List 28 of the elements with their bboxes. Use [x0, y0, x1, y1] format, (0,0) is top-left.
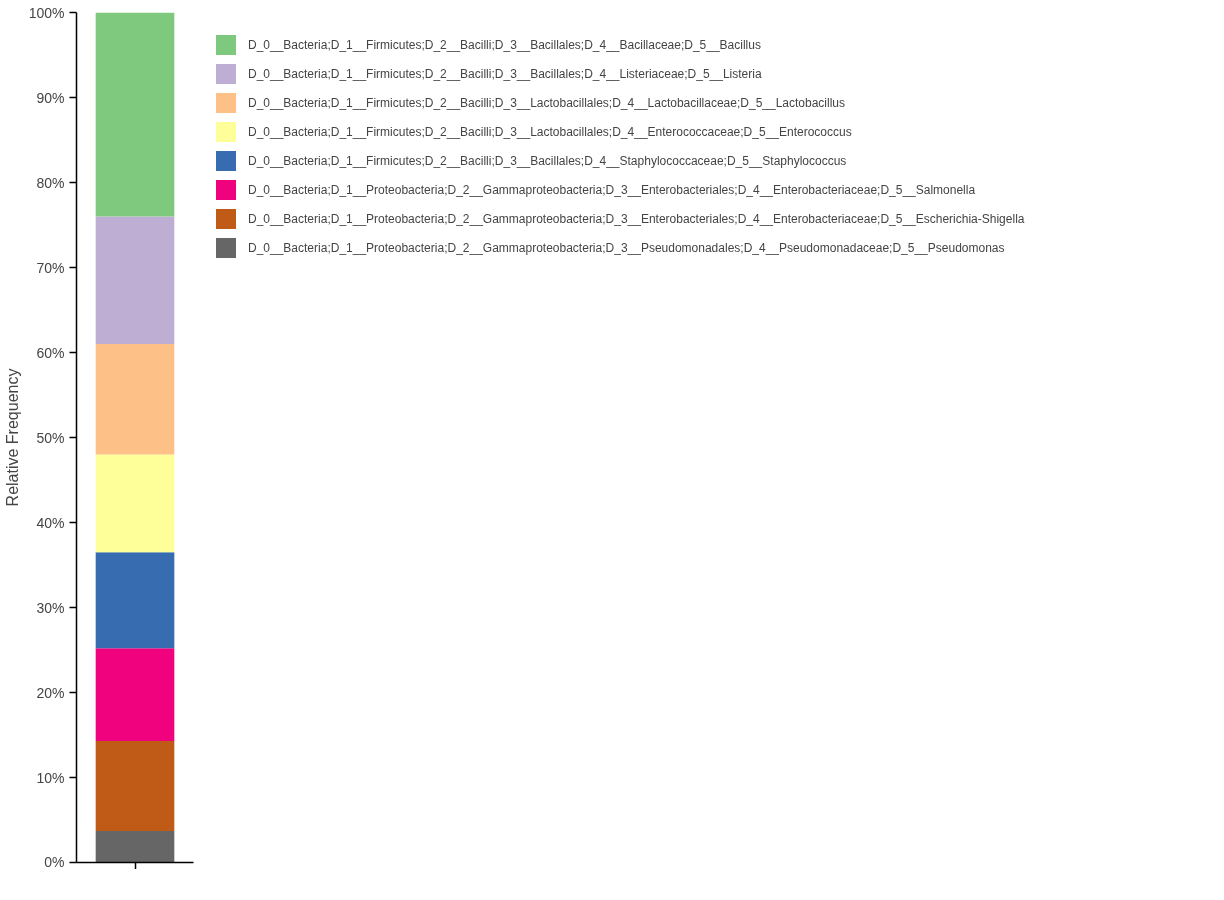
y-tick-label: 0%: [44, 853, 65, 870]
bar: [95, 12, 175, 217]
y-tick-label: 50%: [36, 429, 65, 446]
y-tick-label: 100%: [28, 4, 65, 21]
legend-label: D_0__Bacteria;D_1__Proteobacteria;D_2__Gammaproteobacteria;D_3__Enterobacteriales;D_4__Enterobacteriaceae;D_5__Salmonella: [248, 182, 976, 197]
y-tick-label: 80%: [36, 174, 65, 191]
legend-label: D_0__Bacteria;D_1__Proteobacteria;D_2__Gammaproteobacteria;D_3__Pseudomonadales;D_4__Pseudomonadaceae;D_5__Pseudomonas: [248, 240, 1005, 255]
y-tick-label: 60%: [36, 344, 65, 361]
legend-label: D_0__Bacteria;D_1__Firmicutes;D_2__Bacilli;D_3__Lactobacillales;D_4__Lactobacillaceae;D_5__Lactobacillus: [248, 95, 846, 110]
y-tick-label: 40%: [36, 514, 65, 531]
bar: [95, 344, 175, 455]
y-tick-label: 70%: [36, 259, 65, 276]
legend-label: D_0__Bacteria;D_1__Firmicutes;D_2__Bacilli;D_3__Bacillales;D_4__Listeriaceae;D_5__Listeria: [248, 66, 762, 81]
legend-label: D_0__Bacteria;D_1__Firmicutes;D_2__Bacilli;D_3__Bacillales;D_4__Staphylococcaceae;D_5__Staphylococcus: [248, 153, 847, 168]
legend-label: D_0__Bacteria;D_1__Firmicutes;D_2__Bacilli;D_3__Bacillales;D_4__Bacillaceae;D_5__Bacillus: [248, 37, 761, 52]
y-tick-label: 20%: [36, 684, 65, 701]
legend-label: D_0__Bacteria;D_1__Proteobacteria;D_2__Gammaproteobacteria;D_3__Enterobacteriales;D_4__Enterobacteriaceae;D_5__Escherichia-Shigella: [248, 211, 1025, 226]
bar: [95, 831, 175, 863]
bar: [95, 552, 175, 649]
bar: [95, 648, 175, 741]
bar: [95, 216, 175, 344]
y-axis-title: Relative Frequency: [3, 368, 21, 507]
legend-label: D_0__Bacteria;D_1__Firmicutes;D_2__Bacilli;D_3__Lactobacillales;D_4__Enterococcaceae;D_5__Enterococcus: [248, 124, 852, 139]
y-tick-label: 30%: [36, 599, 65, 616]
y-tick-label: 90%: [36, 89, 65, 106]
bar: [95, 454, 175, 553]
bar: [95, 740, 175, 832]
y-tick-label: 10%: [36, 769, 65, 786]
